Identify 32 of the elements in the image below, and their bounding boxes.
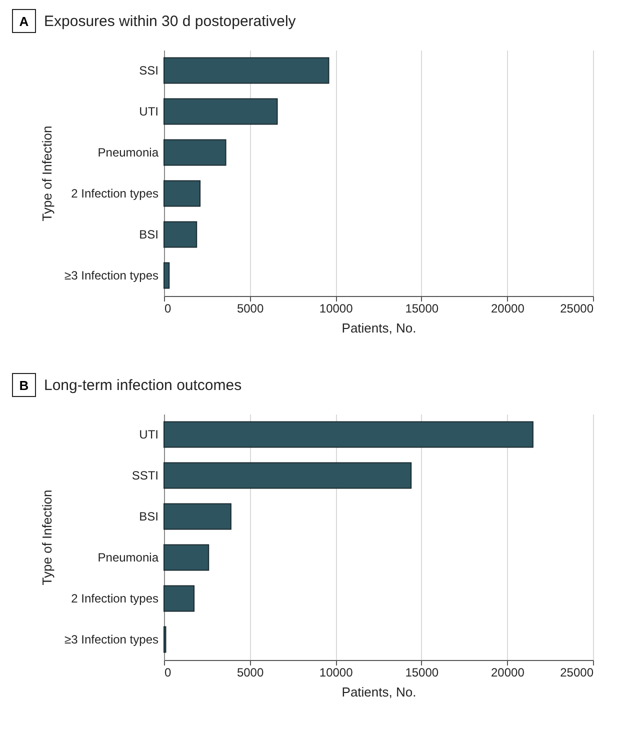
y-tick-label: SSTI (132, 468, 158, 482)
y-axis-title: Type of Infection (40, 490, 55, 586)
panel-letter-box: B (12, 373, 36, 397)
x-tick-label: 25000 (560, 666, 594, 680)
x-tick-label: 5000 (236, 666, 264, 680)
y-axis-title: Type of Infection (40, 126, 55, 222)
y-tick-label: 2 Infection types (71, 186, 158, 200)
x-tick-label: 0 (164, 666, 172, 680)
chart-title: Exposures within 30 d postoperatively (44, 12, 296, 30)
y-tick-label: Pneumonia (98, 146, 159, 160)
x-axis-title: Patients, No. (342, 684, 416, 700)
x-tick-label: 10000 (319, 302, 354, 316)
y-tick-label: Pneumonia (98, 550, 159, 564)
x-tick-label: 25000 (560, 302, 594, 316)
x-tick-label: 0 (164, 302, 172, 316)
y-tick-label: BSI (139, 510, 158, 524)
x-axis-title: Patients, No. (342, 320, 416, 336)
y-tick-label: ≥3 Infection types (64, 632, 158, 646)
y-tick-label: UTI (139, 428, 158, 442)
panel-letter-box: A (12, 9, 36, 33)
x-tick-label: 20000 (491, 302, 525, 316)
x-tick-label: 15000 (405, 302, 439, 316)
y-tick-label: 2 Infection types (71, 592, 158, 606)
x-tick-label: 10000 (319, 666, 354, 680)
x-tick-label: 20000 (491, 666, 525, 680)
y-tick-label: UTI (139, 104, 158, 118)
x-tick-label: 5000 (236, 302, 264, 316)
y-tick-label: SSI (139, 64, 158, 78)
x-tick-label: 15000 (405, 666, 439, 680)
chart-title: Long-term infection outcomes (44, 376, 242, 394)
y-tick-label: BSI (139, 228, 158, 242)
y-tick-label: ≥3 Infection types (64, 268, 158, 282)
